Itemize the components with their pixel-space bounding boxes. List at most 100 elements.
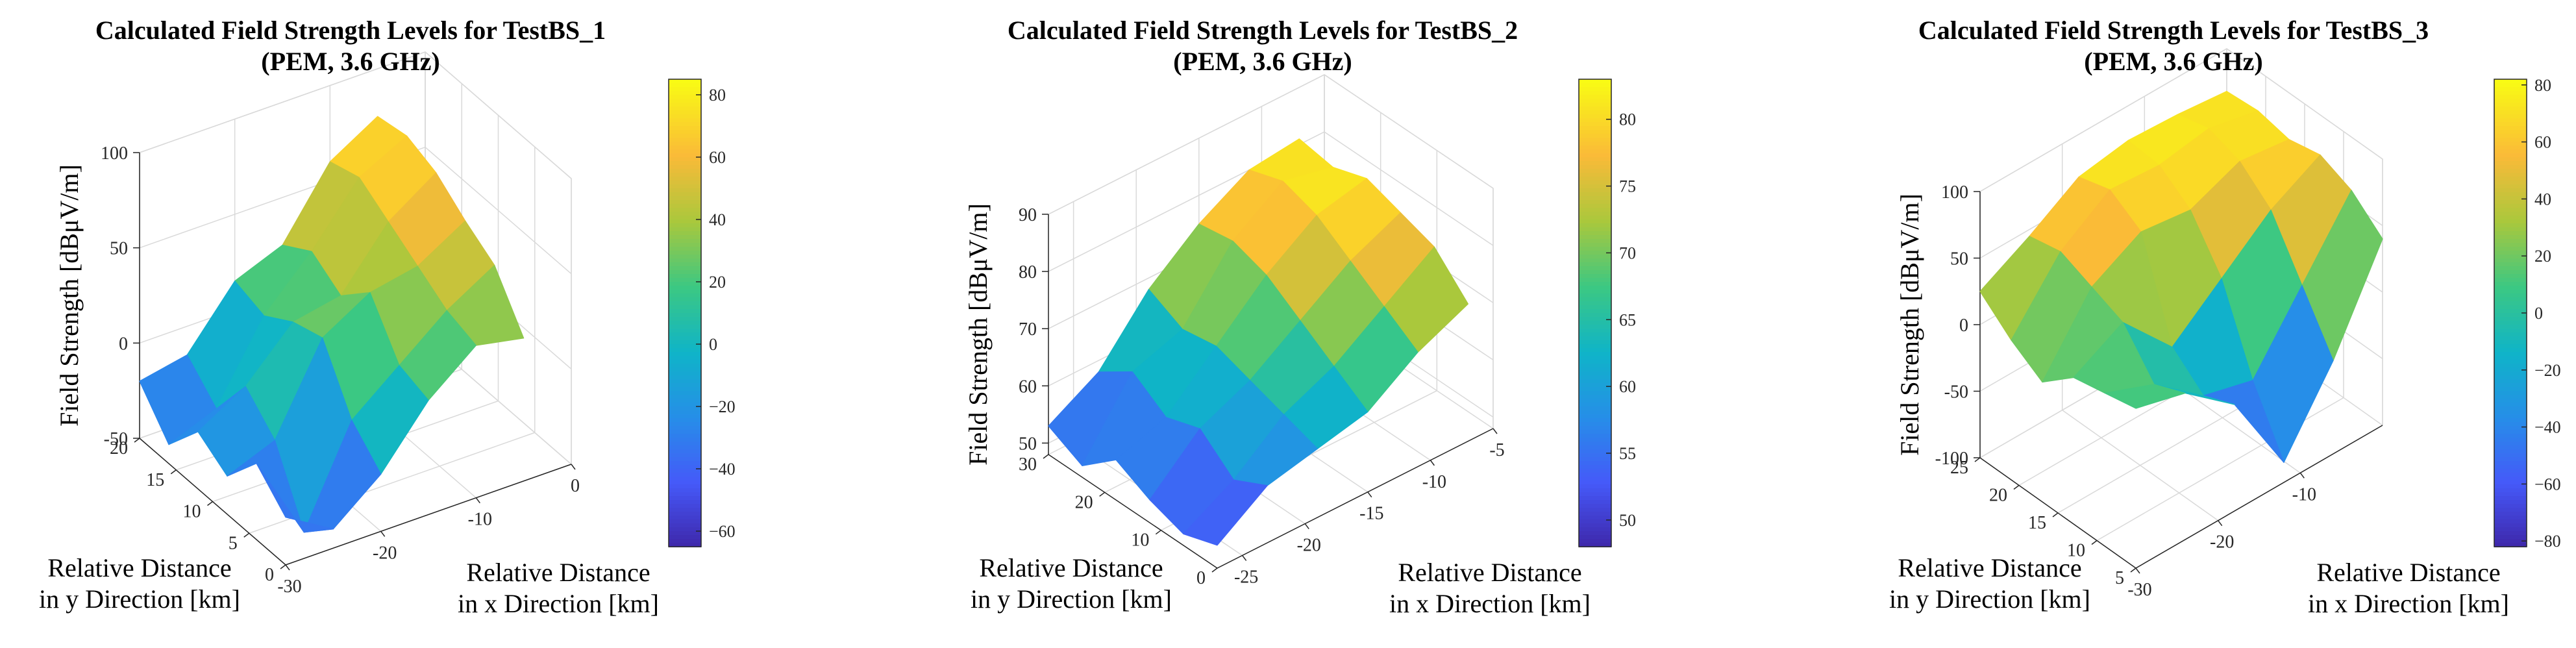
colorbar-band xyxy=(669,496,701,501)
y-axis-label: Relative Distance xyxy=(979,553,1163,582)
colorbar-tick-label: 75 xyxy=(1619,177,1636,196)
colorbar-band xyxy=(2494,360,2527,364)
x-axis-label: Relative Distance xyxy=(2316,558,2500,587)
colorbar-band xyxy=(1579,87,1611,92)
colorbar-band xyxy=(669,157,701,162)
x-axis-label: in x Direction [km] xyxy=(1389,589,1591,618)
x-tick-mark xyxy=(476,498,480,503)
colorbar-band xyxy=(1579,371,1611,376)
colorbar-band xyxy=(2494,266,2527,271)
colorbar-band xyxy=(669,516,701,520)
colorbar-band xyxy=(2494,473,2527,477)
colorbar-band xyxy=(2494,305,2527,310)
colorbar-band xyxy=(2494,313,2527,318)
colorbar-band xyxy=(669,165,701,169)
colorbar-band xyxy=(1579,414,1611,419)
x-axis-label: Relative Distance xyxy=(1398,558,1581,587)
colorbar-band xyxy=(1579,130,1611,134)
surface xyxy=(1980,92,2383,463)
colorbar-tick-label: 0 xyxy=(2534,304,2543,323)
x-axis-label: in x Direction [km] xyxy=(2308,589,2509,618)
x-axis-label: Relative Distance xyxy=(466,558,650,587)
colorbar-band xyxy=(1579,523,1611,528)
colorbar-band xyxy=(1579,391,1611,395)
y-tick-label: 5 xyxy=(229,533,238,553)
y-tick-mark xyxy=(134,438,140,442)
colorbar-band xyxy=(1579,177,1611,181)
colorbar-band xyxy=(1579,165,1611,169)
colorbar-band xyxy=(669,352,701,356)
colorbar-band xyxy=(669,274,701,279)
colorbar-band xyxy=(2494,177,2527,181)
colorbar-band xyxy=(669,523,701,528)
colorbar-band xyxy=(2494,371,2527,376)
colorbar-band xyxy=(1579,103,1611,107)
colorbar-band xyxy=(669,122,701,127)
colorbar-band xyxy=(1579,406,1611,411)
colorbar-band xyxy=(669,445,701,450)
colorbar-band xyxy=(1579,305,1611,310)
chart-title: Calculated Field Strength Levels for Tes… xyxy=(95,16,606,45)
x-tick-mark xyxy=(2300,473,2304,478)
colorbar-band xyxy=(669,348,701,353)
colorbar-band xyxy=(669,480,701,485)
y-tick-mark xyxy=(2092,541,2097,545)
colorbar-band xyxy=(1579,247,1611,251)
colorbar-band xyxy=(2494,484,2527,489)
z-axis-label: Field Strength [dBμV/m] xyxy=(55,164,84,427)
colorbar-band xyxy=(2494,512,2527,516)
colorbar: 80757065605550 xyxy=(1579,79,1636,547)
surface xyxy=(140,116,524,532)
y-tick-mark xyxy=(2053,513,2058,517)
x-tick-mark xyxy=(2218,521,2222,526)
colorbar-band xyxy=(669,266,701,271)
colorbar-band xyxy=(1579,138,1611,142)
y-tick-label: 0 xyxy=(1196,568,1206,588)
colorbar-band xyxy=(2494,438,2527,442)
colorbar-band xyxy=(669,410,701,415)
colorbar-band xyxy=(669,231,701,236)
colorbar-band xyxy=(669,313,701,318)
z-tick-label: 50 xyxy=(1950,249,1968,269)
colorbar-tick-label: 0 xyxy=(709,335,717,354)
colorbar-band xyxy=(1579,227,1611,232)
colorbar-band xyxy=(669,453,701,458)
colorbar-band xyxy=(669,212,701,216)
colorbar-band xyxy=(669,293,701,298)
colorbar-band xyxy=(2494,274,2527,279)
figure: -30 -20 -10 0 0 5 10 15 20 -50 0 50 100 Calculated Fi… xyxy=(0,0,2576,645)
y-tick-label: 0 xyxy=(265,565,274,585)
colorbar-band xyxy=(2494,282,2527,286)
x-tick-mark xyxy=(1493,429,1497,434)
colorbar-tick-label: 55 xyxy=(1619,444,1636,463)
colorbar-band xyxy=(1579,161,1611,166)
surface xyxy=(1048,139,1468,545)
x-tick-mark xyxy=(2136,568,2140,573)
colorbar-band xyxy=(669,95,701,99)
colorbar-band xyxy=(669,531,701,536)
x-tick-label: -10 xyxy=(2292,484,2316,505)
colorbar-band xyxy=(2494,153,2527,158)
colorbar-band xyxy=(669,138,701,142)
colorbar-tick-label: −60 xyxy=(709,522,736,541)
chart-title: (PEM, 3.6 GHz) xyxy=(1173,47,1352,76)
colorbar-band xyxy=(2494,258,2527,263)
colorbar-band xyxy=(669,282,701,286)
x-tick-label: -10 xyxy=(468,510,492,530)
colorbar-band xyxy=(669,317,701,321)
colorbar-band xyxy=(1579,293,1611,298)
colorbar-band xyxy=(2494,87,2527,92)
colorbar-band xyxy=(1579,418,1611,423)
colorbar-tick-label: 50 xyxy=(1619,511,1636,530)
colorbar-band xyxy=(1579,83,1611,88)
x-tick-mark xyxy=(1368,492,1372,497)
colorbar-band xyxy=(1579,290,1611,294)
colorbar-band xyxy=(2494,321,2527,325)
colorbar-band xyxy=(669,204,701,208)
colorbar-band xyxy=(2494,352,2527,356)
colorbar-band xyxy=(669,177,701,181)
colorbar-band xyxy=(1579,134,1611,138)
colorbar-band xyxy=(2494,379,2527,384)
colorbar-band xyxy=(1579,535,1611,540)
colorbar-band xyxy=(669,188,701,193)
